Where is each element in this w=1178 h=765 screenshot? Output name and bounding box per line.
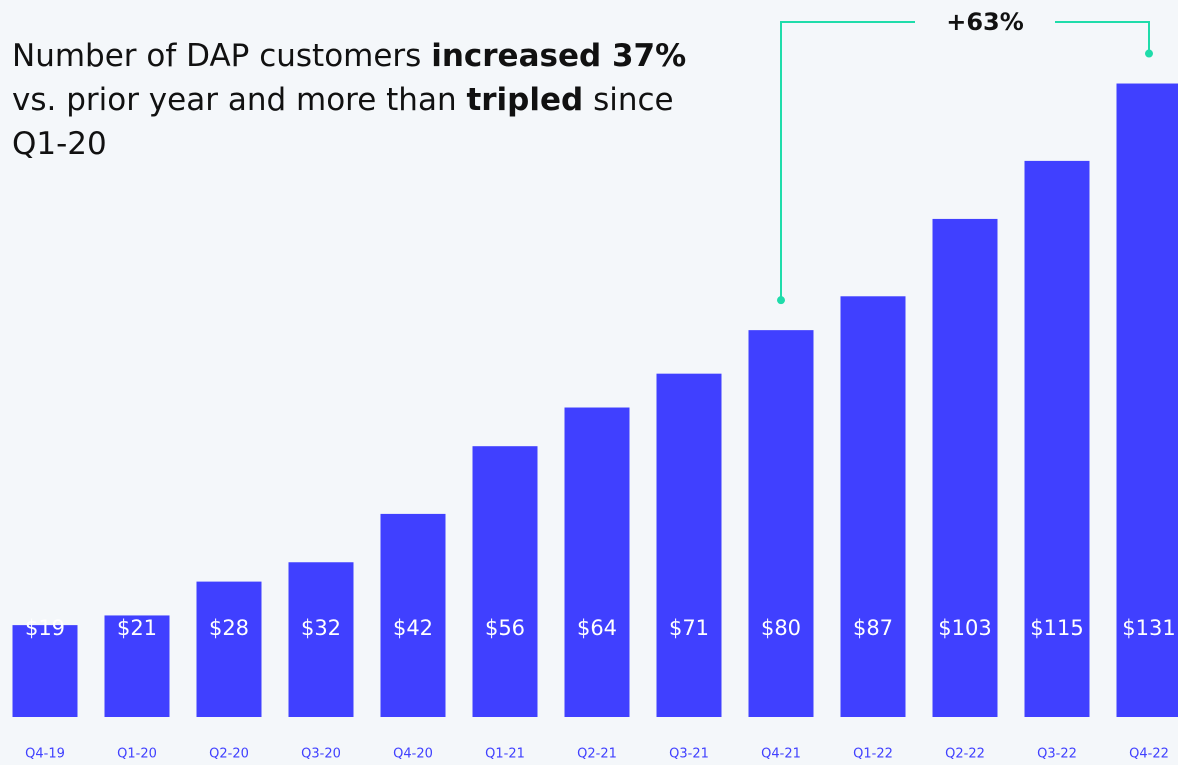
x-tick-label: Q1-20: [117, 747, 157, 762]
value-label: $87: [853, 616, 893, 640]
bar: [840, 296, 906, 717]
bar: [12, 625, 78, 717]
x-tick-label: Q1-21: [485, 747, 525, 762]
x-tick-label: Q3-21: [669, 747, 709, 762]
x-tick-label: Q4-21: [761, 747, 801, 762]
value-label: $42: [393, 616, 433, 640]
title-run: vs. prior year and more than: [12, 82, 467, 118]
annotation-label: +63%: [946, 8, 1024, 36]
bar: [656, 373, 722, 717]
title-run: Number of DAP customers: [12, 38, 432, 74]
x-tick-label: Q2-22: [945, 747, 985, 762]
bar: [196, 581, 262, 717]
bar: [472, 446, 538, 717]
value-label: $32: [301, 616, 341, 640]
x-tick-label: Q4-22: [1129, 747, 1169, 762]
bar: [1116, 83, 1178, 718]
value-label: $19: [25, 616, 65, 640]
annotation-dot: [1145, 49, 1153, 58]
bar: [380, 513, 446, 717]
chart-title: Number of DAP customers increased 37% vs…: [12, 34, 692, 166]
title-run: increased 37%: [431, 38, 687, 74]
x-tick-label: Q2-21: [577, 747, 617, 762]
bar: [104, 615, 170, 717]
value-label: $103: [938, 616, 991, 640]
value-label: $56: [485, 616, 525, 640]
value-label: $64: [577, 616, 617, 640]
value-label: $71: [669, 616, 709, 640]
bar: [748, 330, 814, 717]
value-label: $131: [1122, 616, 1175, 640]
value-label: $21: [117, 616, 157, 640]
x-tick-label: Q4-20: [393, 747, 433, 762]
value-label: $115: [1030, 616, 1083, 640]
bar: [288, 562, 354, 717]
title-run: since Q1-20: [12, 82, 674, 162]
value-label: $80: [761, 616, 801, 640]
x-tick-label: Q1-22: [853, 747, 893, 762]
annotation-bracket: [780, 21, 1150, 301]
annotation-dot: [777, 296, 785, 305]
x-tick-label: Q2-20: [209, 747, 249, 762]
bar: [932, 218, 998, 717]
x-tick-label: Q3-20: [301, 747, 341, 762]
bar: [564, 407, 630, 717]
title-run: tripled: [466, 82, 584, 118]
x-tick-label: Q4-19: [25, 747, 65, 762]
value-label: $28: [209, 616, 249, 640]
x-tick-label: Q3-22: [1037, 747, 1077, 762]
bar: [1024, 160, 1090, 718]
